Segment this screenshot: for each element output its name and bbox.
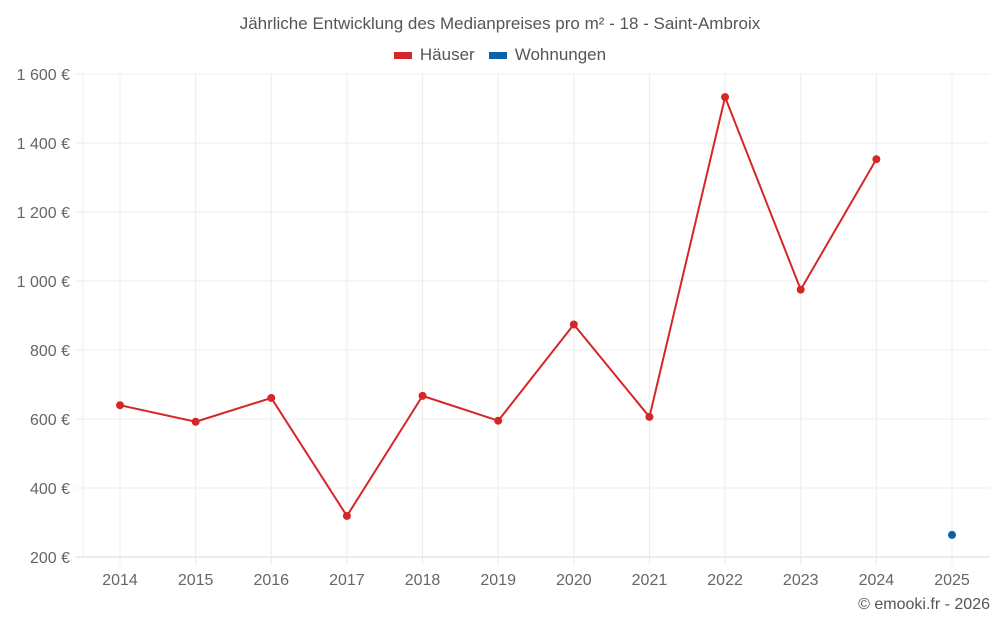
x-tick-label: 2023 [783,572,819,589]
legend-item-apartments[interactable]: Wohnungen [488,45,607,65]
y-tick-label: 600 € [30,412,70,429]
chart-title: Jährliche Entwicklung des Medianpreises … [239,14,761,33]
y-tick-label: 800 € [30,343,70,360]
y-axis: 200 € 400 € 600 € 800 € 1 000 € 1 200 € 1 400 … [17,67,70,567]
grid-lines [76,73,990,565]
apartments-data-point[interactable] [948,530,956,539]
credit-text: © emooki.fr - 2026 [858,596,990,613]
houses-data-point[interactable] [342,511,351,520]
houses-data-point[interactable] [645,412,654,421]
y-tick-label: 1 600 € [17,67,70,84]
legend: Häuser Wohnungen [0,45,1000,65]
y-tick-label: 1 400 € [17,136,70,153]
legend-label-houses: Häuser [419,45,475,64]
x-axis: 2014 2015 2016 2017 2018 2019 2020 2021 2022 2023… [102,572,970,589]
x-tick-label: 2024 [859,572,895,589]
houses-data-point[interactable] [494,416,503,425]
legend-item-houses[interactable]: Häuser [393,45,475,65]
x-tick-label: 2022 [707,572,743,589]
x-tick-label: 2018 [405,572,441,589]
houses-data-point[interactable] [569,320,578,329]
houses-data-point[interactable] [796,285,805,294]
houses-data-point[interactable] [116,401,124,410]
houses-data-point[interactable] [267,393,276,402]
y-tick-label: 200 € [30,550,70,567]
y-tick-label: 400 € [30,481,70,498]
houses-data-point[interactable] [191,417,200,426]
x-tick-label: 2017 [329,572,365,589]
houses-data-point[interactable] [721,93,730,102]
x-tick-label: 2016 [253,572,289,589]
x-tick-label: 2014 [102,572,138,589]
series-layer [116,93,956,539]
houses-data-point[interactable] [872,155,881,164]
y-tick-label: 1 000 € [17,274,70,291]
y-tick-label: 1 200 € [17,205,70,222]
legend-swatch-houses-icon [393,51,412,59]
x-tick-label: 2019 [480,572,516,589]
legend-swatch-apartments-icon [488,51,507,59]
legend-label-apartments: Wohnungen [514,45,607,64]
x-tick-label: 2025 [934,572,970,589]
x-tick-label: 2021 [632,572,668,589]
x-tick-label: 2020 [556,572,592,589]
houses-data-point[interactable] [418,391,427,400]
x-tick-label: 2015 [178,572,214,589]
